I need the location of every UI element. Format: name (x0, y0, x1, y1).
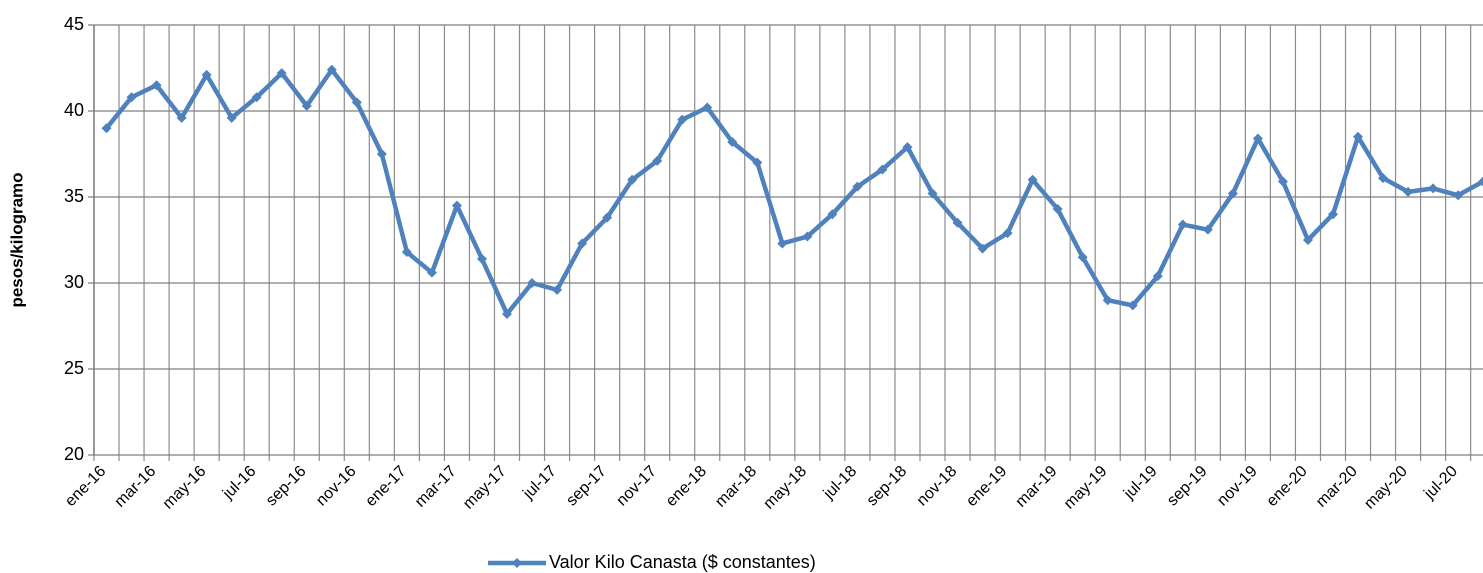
x-tick-label: may-20 (1361, 463, 1411, 513)
data-point (351, 97, 362, 108)
data-point (176, 112, 187, 123)
data-point (827, 209, 838, 220)
x-tick-label: ene-20 (1264, 463, 1311, 510)
data-point (1077, 252, 1088, 263)
x-tick-label: mar-17 (412, 463, 460, 511)
data-point (902, 142, 913, 153)
data-point (501, 308, 512, 319)
data-point (1353, 131, 1364, 142)
data-point (652, 155, 663, 166)
data-point (752, 157, 763, 168)
data-point (852, 181, 863, 192)
data-point (326, 64, 337, 75)
x-tick-label: nov-17 (613, 463, 660, 510)
data-point (1327, 209, 1338, 220)
x-tick-label: may-16 (160, 463, 210, 513)
x-tick-label: sep-16 (263, 463, 310, 510)
legend-label: Valor Kilo Canasta ($ constantes) (549, 552, 816, 572)
data-point (602, 212, 613, 223)
y-tick-label: 40 (64, 100, 84, 120)
data-point (201, 69, 212, 80)
x-tick-label: jul-19 (1120, 463, 1160, 503)
series-line (104, 67, 1483, 317)
data-point (151, 80, 162, 91)
data-point (1102, 295, 1113, 306)
data-point (677, 114, 688, 125)
data-point (1127, 300, 1138, 311)
x-tick-label: nov-19 (1214, 463, 1261, 510)
data-point (1277, 176, 1288, 187)
data-point (927, 188, 938, 199)
data-point (1378, 173, 1389, 184)
x-tick-label: jul-20 (1421, 463, 1461, 503)
data-point (1403, 186, 1414, 197)
data-point (952, 217, 963, 228)
x-tick-label: nov-16 (313, 463, 360, 510)
x-tick-label: mar-18 (712, 463, 760, 511)
y-axis-label: pesos/kilogramo (7, 172, 26, 307)
data-point (727, 136, 738, 147)
data-point (226, 112, 237, 123)
data-point (276, 68, 287, 79)
data-point (802, 231, 813, 242)
data-point (1052, 204, 1063, 215)
x-tick-label: ene-19 (963, 463, 1010, 510)
x-tick-label: may-17 (460, 463, 510, 513)
x-tick-label: may-18 (760, 463, 810, 513)
legend-marker (512, 558, 522, 568)
x-tick-label: mar-16 (112, 463, 160, 511)
x-tick-label: ene-18 (663, 463, 710, 510)
x-tick-label: sep-17 (563, 463, 610, 510)
x-tick-label: mar-19 (1013, 463, 1061, 511)
x-tick-label: ene-17 (362, 463, 409, 510)
x-tick-label: sep-18 (864, 463, 911, 510)
data-point (1252, 133, 1263, 144)
data-point (1202, 224, 1213, 235)
x-tick-label: may-19 (1061, 463, 1111, 513)
data-point (426, 267, 437, 278)
data-point (126, 92, 137, 103)
x-tick-label: jul-16 (219, 463, 259, 503)
data-point (1478, 176, 1483, 187)
data-point (577, 238, 588, 249)
data-point (1152, 271, 1163, 282)
data-point (702, 102, 713, 113)
y-tick-label: 20 (64, 444, 84, 464)
data-point (376, 149, 387, 159)
data-point (527, 278, 538, 288)
data-point (451, 200, 462, 211)
data-point (1453, 190, 1464, 201)
data-point (977, 243, 988, 254)
x-tick-label: sep-19 (1164, 463, 1211, 510)
y-tick-label: 25 (64, 358, 84, 378)
data-point (627, 174, 638, 185)
x-tick-label: jul-17 (519, 463, 559, 503)
data-point (777, 238, 788, 249)
data-point (251, 92, 262, 103)
y-tick-label: 45 (64, 14, 84, 34)
data-point (476, 253, 487, 264)
x-tick-label: mar-20 (1313, 463, 1361, 511)
data-point (401, 247, 412, 258)
data-point (101, 123, 112, 134)
y-tick-label: 30 (64, 272, 84, 292)
y-tick-label: 35 (64, 186, 84, 206)
data-point (877, 164, 888, 175)
x-tick-label: ene-16 (62, 463, 109, 510)
data-point (1227, 188, 1238, 199)
data-point (1302, 235, 1313, 245)
x-tick-label: jul-18 (820, 463, 860, 503)
data-point (1027, 174, 1038, 185)
data-point (1002, 228, 1013, 239)
data-point (1177, 219, 1188, 230)
x-tick-label: nov-18 (914, 463, 961, 510)
data-point (301, 100, 312, 111)
data-point (552, 284, 563, 295)
data-point (1428, 183, 1439, 194)
